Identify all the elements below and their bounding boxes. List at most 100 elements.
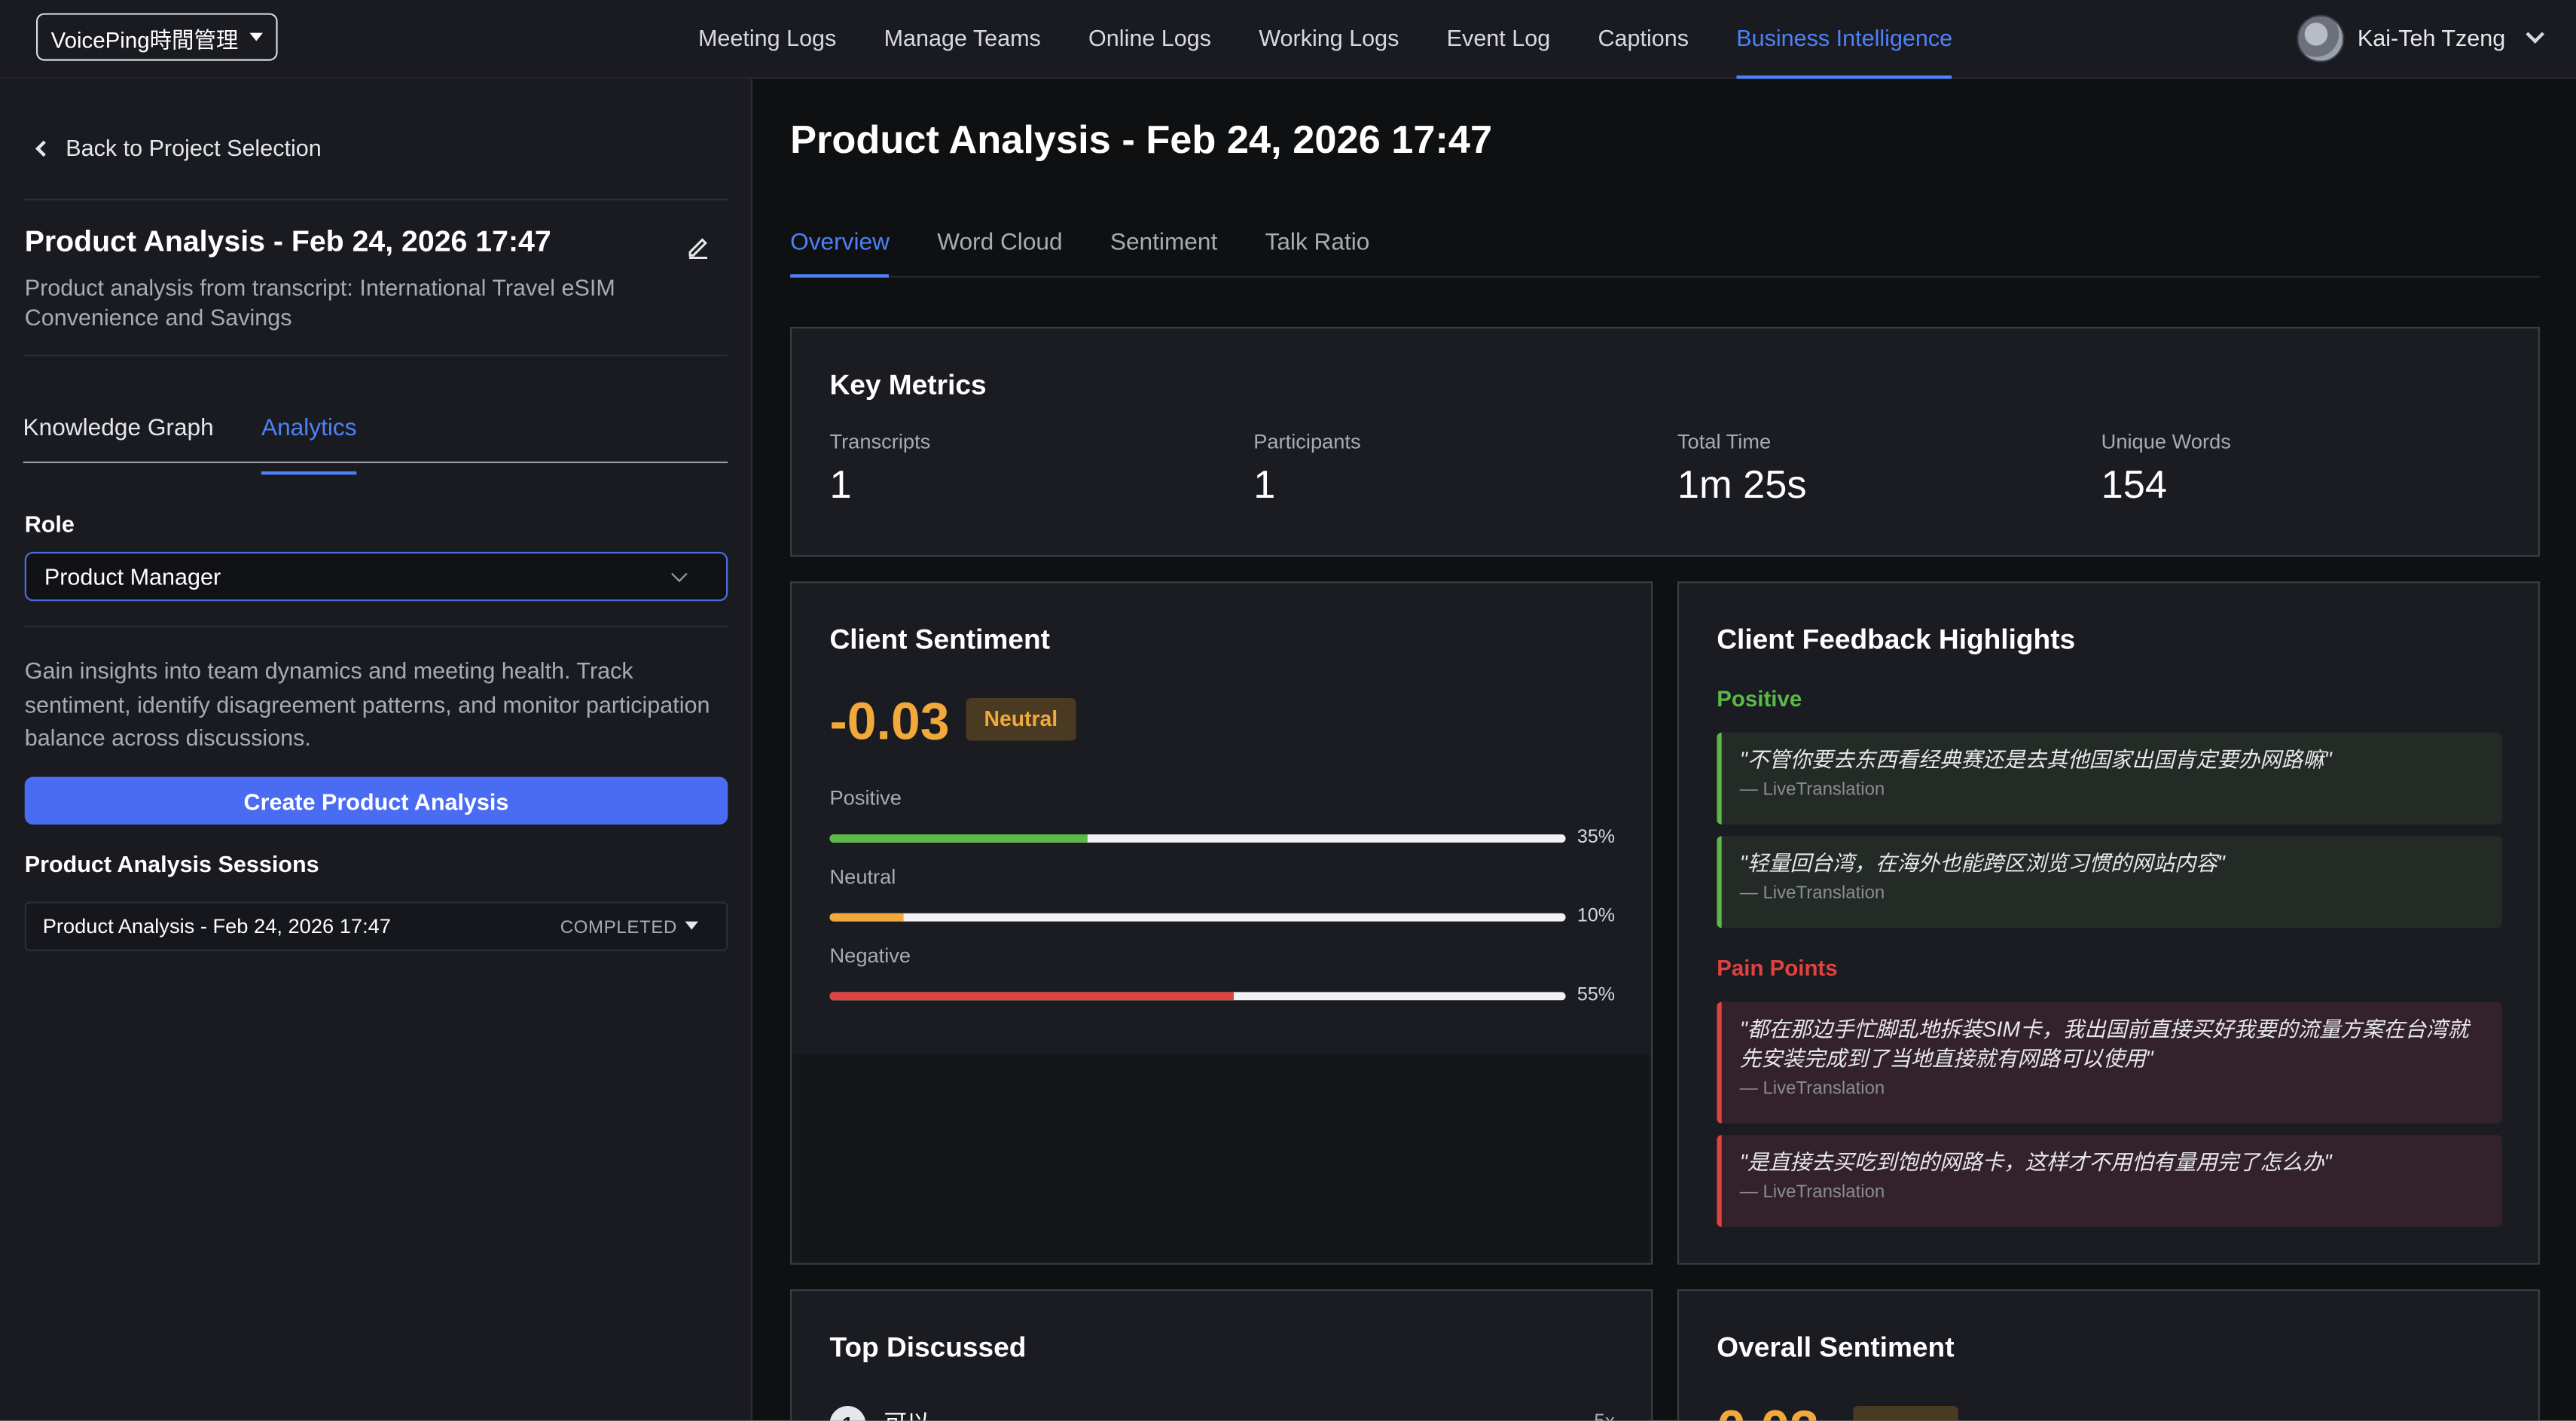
divider xyxy=(23,198,728,201)
metric-total-time: Total Time 1m 25s xyxy=(1677,430,1807,509)
left-sidebar: Back to Project Selection Product Analys… xyxy=(0,78,752,1421)
client-feedback-card: Client Feedback Highlights Positive "不管你… xyxy=(1677,581,2541,1265)
quote-text: "是直接去买吃到饱的网路卡，这样才不用怕有量用完了怎么办" xyxy=(1739,1149,2332,1175)
metric-value: 1 xyxy=(829,463,852,508)
caret-down-icon[interactable] xyxy=(685,921,698,930)
positive-quote: "不管你要去东西看经典赛还是去其他国家出国肯定要办网路嘛" — LiveTran… xyxy=(1717,732,2502,825)
nav-event-log[interactable]: Event Log xyxy=(1446,24,1551,51)
edit-pencil-icon[interactable] xyxy=(685,233,712,260)
nav-working-logs[interactable]: Working Logs xyxy=(1259,24,1399,51)
metric-label: Unique Words xyxy=(2101,430,2231,453)
bar-track-positive xyxy=(829,834,1566,843)
top-discussed-title: Top Discussed xyxy=(829,1331,1027,1364)
session-item[interactable]: Product Analysis - Feb 24, 2026 17:47 CO… xyxy=(24,901,728,951)
discussed-count: 5x xyxy=(1594,1409,1616,1421)
key-metrics-title: Key Metrics xyxy=(829,369,987,401)
role-label: Role xyxy=(24,511,75,538)
role-select[interactable]: Product Manager xyxy=(24,551,728,602)
client-sentiment-card: Client Sentiment -0.03 Neutral Positive … xyxy=(790,581,1653,1265)
overall-sentiment-badge xyxy=(1853,1406,1958,1421)
quote-source: — LiveTranslation xyxy=(1739,883,1885,904)
nav-business-intelligence[interactable]: Business Intelligence xyxy=(1736,0,1952,79)
sidebar-tabs: Knowledge Graph Analytics xyxy=(23,407,728,475)
bar-percent-negative: 55% xyxy=(1576,985,1616,1005)
analysis-title: Product Analysis - Feb 24, 2026 17:47 xyxy=(24,224,551,258)
card-footer-area xyxy=(792,1054,1650,1262)
caret-down-icon xyxy=(249,32,263,41)
divider xyxy=(23,355,728,357)
bar-fill-positive xyxy=(829,834,1088,843)
quote-source: — LiveTranslation xyxy=(1739,780,1885,800)
divider xyxy=(23,626,728,628)
chevron-left-icon xyxy=(35,139,52,157)
pain-points-heading: Pain Points xyxy=(1717,956,1838,981)
create-product-analysis-button[interactable]: Create Product Analysis xyxy=(24,776,728,825)
bar-track-neutral xyxy=(829,913,1566,922)
tab-overview[interactable]: Overview xyxy=(790,210,890,278)
bar-percent-positive: 35% xyxy=(1576,828,1616,848)
nav-manage-teams[interactable]: Manage Teams xyxy=(884,24,1041,51)
bar-fill-negative xyxy=(829,992,1235,1001)
metric-value: 1 xyxy=(1253,463,1276,508)
quote-source: — LiveTranslation xyxy=(1739,1182,1885,1203)
chevron-down-icon xyxy=(671,566,688,583)
metric-participants: Participants 1 xyxy=(1253,430,1360,509)
session-name: Product Analysis - Feb 24, 2026 17:47 xyxy=(42,914,392,938)
tab-talk-ratio[interactable]: Talk Ratio xyxy=(1265,230,1370,257)
metric-transcripts: Transcripts 1 xyxy=(829,430,930,509)
discussed-word: 可以 xyxy=(884,1406,929,1420)
analysis-description: Product analysis from transcript: Intern… xyxy=(24,274,615,331)
back-label[interactable]: Back to Project Selection xyxy=(66,134,322,161)
quote-text: "不管你要去东西看经典赛还是去其他国家出国肯定要办网路嘛" xyxy=(1739,747,2332,773)
bar-label-neutral: Neutral xyxy=(829,865,896,889)
overall-sentiment-score: 0.03 xyxy=(1717,1399,1819,1420)
main-tabs: Overview Word Cloud Sentiment Talk Ratio xyxy=(790,210,2541,278)
feedback-title: Client Feedback Highlights xyxy=(1717,624,2076,656)
role-select-value: Product Manager xyxy=(44,563,221,590)
quote-text: "轻量回台湾，在海外也能跨区浏览习惯的网站内容" xyxy=(1739,850,2225,876)
rank-number: 1 xyxy=(829,1406,866,1421)
status-badge: COMPLETED xyxy=(560,918,677,938)
main-nav: Meeting Logs Manage Teams Online Logs Wo… xyxy=(698,0,2000,79)
workspace-name: VoicePing時間管理 xyxy=(50,26,239,52)
page-title: Product Analysis - Feb 24, 2026 17:47 xyxy=(790,118,1493,163)
avatar[interactable] xyxy=(2297,14,2345,62)
metric-value: 1m 25s xyxy=(1677,463,1807,508)
role-insight-text: Gain insights into team dynamics and mee… xyxy=(24,657,710,751)
overall-sentiment-title: Overall Sentiment xyxy=(1717,1331,1955,1364)
sentiment-badge: Neutral xyxy=(966,697,1076,741)
tab-word-cloud[interactable]: Word Cloud xyxy=(937,230,1063,257)
bar-label-positive: Positive xyxy=(829,786,902,810)
user-name[interactable]: Kai-Teh Tzeng xyxy=(2357,24,2506,51)
bar-fill-neutral xyxy=(829,913,904,922)
key-metrics-card: Key Metrics Transcripts 1 Participants 1… xyxy=(790,327,2541,557)
user-menu[interactable]: Kai-Teh Tzeng xyxy=(2297,13,2545,62)
bar-label-negative: Negative xyxy=(829,944,911,968)
metric-label: Total Time xyxy=(1677,430,1772,453)
metric-label: Participants xyxy=(1253,430,1361,453)
pain-point-quote: "都在那边手忙脚乱地拆装SIM卡，我出国前直接买好我要的流量方案在台湾就先安装完… xyxy=(1717,1002,2502,1124)
metric-label: Transcripts xyxy=(829,430,931,453)
metric-unique-words: Unique Words 154 xyxy=(2101,430,2231,509)
chevron-down-icon[interactable] xyxy=(2526,25,2545,44)
back-to-project-selection-link[interactable]: Back to Project Selection xyxy=(33,135,322,161)
nav-online-logs[interactable]: Online Logs xyxy=(1088,24,1212,51)
pain-point-quote: "是直接去买吃到饱的网路卡，这样才不用怕有量用完了怎么办" — LiveTran… xyxy=(1717,1135,2502,1227)
overall-sentiment-card: Overall Sentiment 0.03 xyxy=(1677,1289,2541,1421)
tab-sentiment[interactable]: Sentiment xyxy=(1109,230,1218,257)
nav-meeting-logs[interactable]: Meeting Logs xyxy=(697,24,837,51)
tab-knowledge-graph[interactable]: Knowledge Graph xyxy=(23,415,214,442)
tab-analytics[interactable]: Analytics xyxy=(261,407,357,475)
workspace-selector[interactable]: VoicePing時間管理 xyxy=(35,13,278,61)
positive-heading: Positive xyxy=(1717,686,1802,712)
positive-quote: "轻量回台湾，在海外也能跨区浏览习惯的网站内容" — LiveTranslati… xyxy=(1717,836,2502,929)
top-discussed-card: Top Discussed 1 可以 5x xyxy=(790,1289,1653,1421)
bar-percent-neutral: 10% xyxy=(1576,906,1616,927)
quote-text: "都在那边手忙脚乱地拆装SIM卡，我出国前直接买好我要的流量方案在台湾就先安装完… xyxy=(1739,1017,2469,1072)
top-navigation-bar: VoicePing時間管理 Meeting Logs Manage Teams … xyxy=(0,0,2576,79)
sessions-heading: Product Analysis Sessions xyxy=(24,850,319,877)
bar-track-negative xyxy=(829,992,1566,1001)
metric-value: 154 xyxy=(2101,463,2167,508)
nav-captions[interactable]: Captions xyxy=(1598,24,1689,51)
